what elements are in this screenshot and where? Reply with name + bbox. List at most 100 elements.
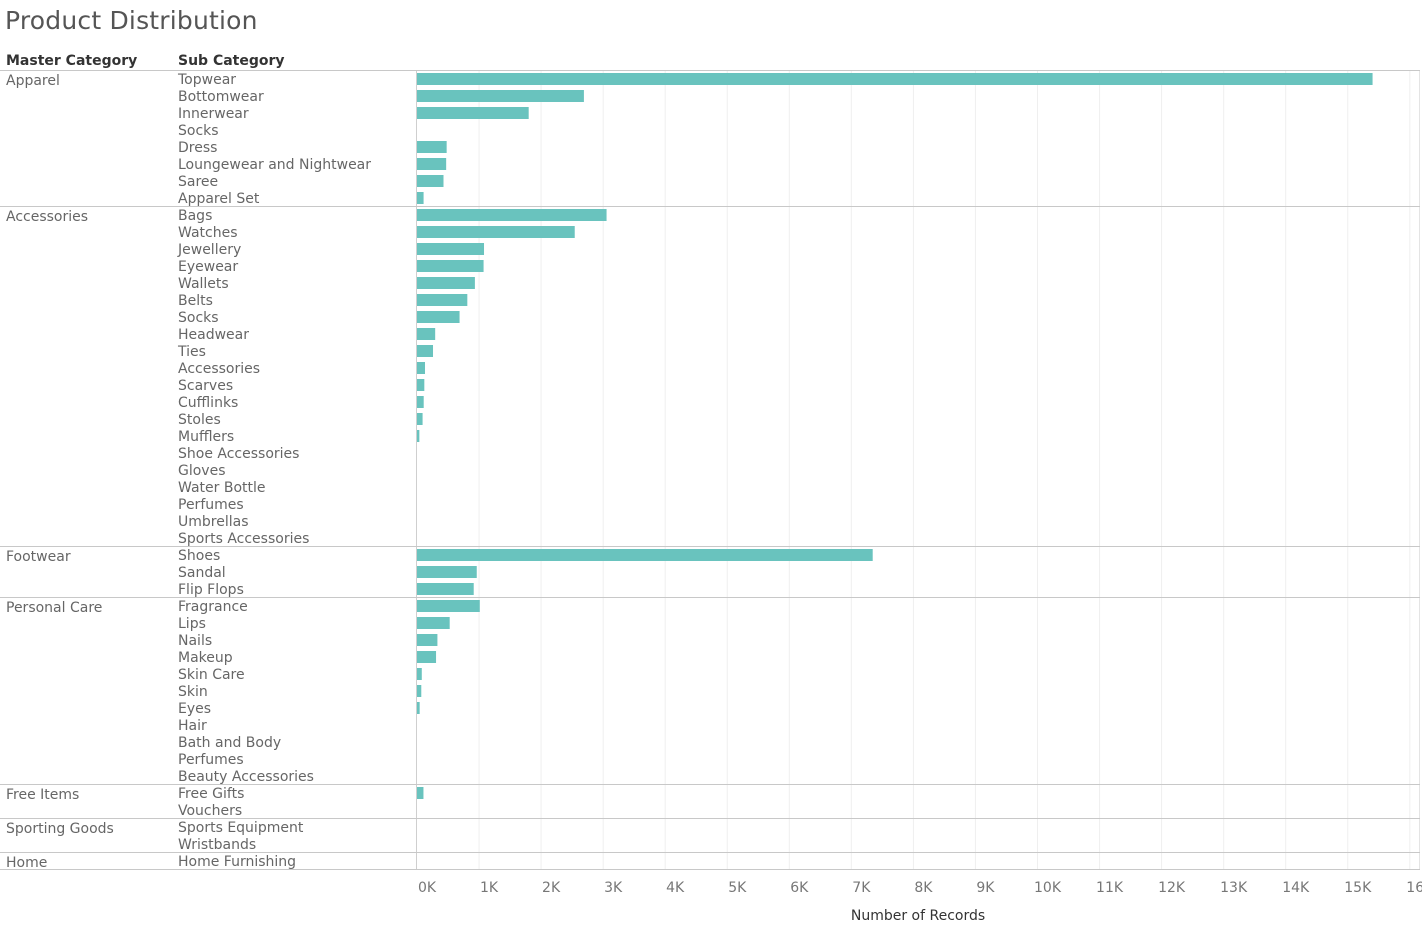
- sub-category-label: Sports Equipment: [178, 820, 304, 836]
- bar: [417, 209, 607, 221]
- sub-category-label: Eyes: [178, 701, 211, 717]
- bar: [417, 396, 424, 408]
- x-axis-ticks: 0K 1K 2K 3K 4K 5K 6K 7K 8K 9K 10K 11K 12K 13K 14K 15K 16…: [418, 880, 1422, 896]
- sub-category-label: Vouchers: [178, 803, 242, 819]
- sub-category-label: Innerwear: [178, 106, 249, 122]
- x-tick-label: 8K: [914, 880, 933, 896]
- x-tick-label: 11K: [1096, 880, 1124, 896]
- master-category-label: Free Items: [6, 787, 79, 803]
- sub-category-label: Mufflers: [178, 429, 234, 445]
- bar: [417, 685, 422, 697]
- sub-category-label: Watches: [178, 225, 238, 241]
- sub-category-label: Sports Accessories: [178, 531, 309, 547]
- bar: [417, 294, 468, 306]
- sub-category-label: Wristbands: [178, 837, 256, 853]
- sub-category-label: Apparel Set: [178, 191, 260, 207]
- sub-category-label: Shoe Accessories: [178, 446, 299, 462]
- bar: [417, 226, 575, 238]
- x-tick-label: 14K: [1282, 880, 1310, 896]
- bar: [417, 651, 437, 663]
- bar: [417, 634, 438, 646]
- sub-category-label: Hair: [178, 718, 207, 734]
- sub-category-label: Skin Care: [178, 667, 245, 683]
- sub-category-label: Umbrellas: [178, 514, 249, 530]
- sub-category-label: Dress: [178, 140, 217, 156]
- gridlines: [478, 70, 1411, 869]
- x-tick-label: 9K: [976, 880, 995, 896]
- sub-category-label: Scarves: [178, 378, 233, 394]
- master-category-label: Accessories: [6, 209, 88, 225]
- master-category-label: Personal Care: [6, 600, 102, 616]
- bar: [417, 362, 426, 374]
- sub-category-label: Cufflinks: [178, 395, 238, 411]
- sub-category-label: Nails: [178, 633, 212, 649]
- bar: [417, 600, 480, 612]
- x-tick-label: 3K: [604, 880, 623, 896]
- sub-category-label: Accessories: [178, 361, 260, 377]
- bar: [417, 175, 444, 187]
- master-category-header: Master Category: [6, 53, 137, 69]
- sub-category-label: Bath and Body: [178, 735, 281, 751]
- x-tick-label: 1K: [480, 880, 499, 896]
- x-tick-label: 5K: [728, 880, 747, 896]
- sub-category-label: Belts: [178, 293, 213, 309]
- sub-category-label: Jewellery: [177, 242, 241, 258]
- group-separators: [0, 70, 1420, 870]
- bar: [417, 243, 485, 255]
- bar: [417, 311, 460, 323]
- bar: [417, 413, 423, 425]
- bar: [417, 345, 434, 357]
- sub-category-label: Perfumes: [178, 752, 244, 768]
- sub-category-label: Lips: [178, 616, 206, 632]
- sub-category-label: Water Bottle: [178, 480, 266, 496]
- x-axis-title: Number of Records: [851, 908, 985, 924]
- x-tick-label: 13K: [1220, 880, 1248, 896]
- sub-category-label: Sandal: [178, 565, 226, 581]
- sub-category-label: Socks: [178, 310, 219, 326]
- sub-category-header: Sub Category: [178, 53, 285, 69]
- master-category-label: Apparel: [6, 73, 60, 89]
- x-tick-label: 10K: [1034, 880, 1062, 896]
- sub-category-label: Shoes: [178, 548, 220, 564]
- sub-category-label: Socks: [178, 123, 219, 139]
- bar: [417, 379, 425, 391]
- bar: [417, 668, 422, 680]
- bar: [417, 430, 420, 442]
- x-tick-label: 15K: [1344, 880, 1372, 896]
- sub-category-label: Makeup: [178, 650, 233, 666]
- bar: [417, 702, 420, 714]
- x-tick-label: 4K: [666, 880, 685, 896]
- bar: [417, 73, 1373, 85]
- bar: [417, 277, 475, 289]
- x-tick-label: 0K: [418, 880, 437, 896]
- sub-category-label: Perfumes: [178, 497, 244, 513]
- bars: [417, 73, 1373, 799]
- bar: [417, 90, 584, 102]
- sub-category-label: Flip Flops: [178, 582, 244, 598]
- master-category-label: Home: [6, 855, 47, 871]
- bar: [417, 260, 484, 272]
- x-tick-label: 6K: [790, 880, 809, 896]
- sub-category-label: Home Furnishing: [178, 854, 296, 870]
- sub-category-label: Wallets: [178, 276, 229, 292]
- sub-category-label: Saree: [178, 174, 218, 190]
- sub-category-label: Skin: [178, 684, 208, 700]
- master-category-label: Sporting Goods: [6, 821, 114, 837]
- bar: [417, 583, 474, 595]
- sub-category-label: Bottomwear: [178, 89, 264, 105]
- sub-category-label: Eyewear: [178, 259, 238, 275]
- bar: [417, 617, 450, 629]
- chart-title: Product Distribution: [5, 6, 258, 35]
- bar: [417, 787, 424, 799]
- sub-category-label: Ties: [177, 344, 206, 360]
- sub-category-label: Fragrance: [178, 599, 248, 615]
- sub-category-label: Topwear: [177, 72, 236, 88]
- bar: [417, 141, 447, 153]
- bar: [417, 192, 424, 204]
- x-tick-label: 7K: [852, 880, 871, 896]
- sub-category-label: Beauty Accessories: [178, 769, 314, 785]
- bar: [417, 549, 873, 561]
- bar: [417, 328, 436, 340]
- sub-category-label: Bags: [178, 208, 212, 224]
